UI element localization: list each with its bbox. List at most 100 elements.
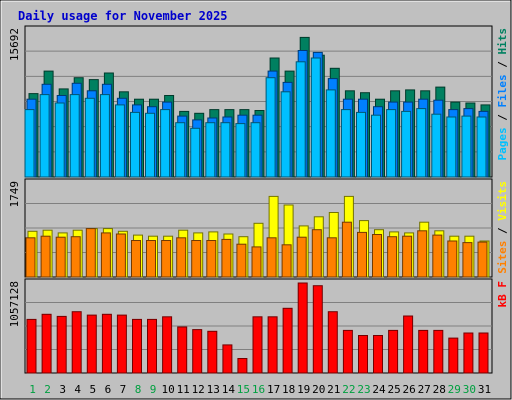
x-tick-label: 4: [74, 383, 81, 396]
bar-kb-f-day-8: [132, 318, 142, 374]
x-tick-label: 19: [297, 383, 310, 396]
x-tick-label: 13: [207, 383, 220, 396]
x-tick-label: 20: [312, 383, 325, 396]
legend-kbytes: kB F: [496, 281, 509, 308]
y-max-label: 1057128: [8, 281, 21, 327]
bar-kb-f-day-30: [463, 332, 474, 374]
x-tick-label: 31: [478, 383, 491, 396]
bar-sites-day-10: [161, 240, 172, 278]
bar-sites-day-5: [85, 228, 96, 278]
bar-pages-day-7: [114, 104, 125, 178]
bar-pages-day-17: [265, 77, 276, 178]
x-tick-label: 29: [448, 383, 461, 396]
bar-pages-day-12: [190, 127, 201, 178]
x-tick-label: 23: [357, 383, 370, 396]
bar-kb-f-day-17: [267, 316, 278, 374]
bar-sites-day-27: [417, 230, 428, 278]
bar-pages-day-27: [416, 108, 427, 178]
bar-sites-day-20: [311, 229, 322, 278]
bar-sites-day-4: [70, 236, 81, 278]
legend-entry: /: [496, 221, 509, 241]
bar-kb-f-day-27: [418, 329, 429, 374]
x-tick-label: 2: [44, 383, 51, 396]
bar-pages-day-14: [220, 122, 231, 178]
bar-kb-f-day-21: [327, 311, 338, 374]
chart-title: Daily usage for November 2025: [18, 9, 228, 23]
bar-kb-f-day-1: [26, 318, 37, 374]
x-tick-label: 30: [463, 383, 476, 396]
bar-pages-day-2: [39, 94, 50, 178]
bar-sites-day-31: [477, 241, 488, 278]
bar-kb-f-day-20: [312, 285, 323, 374]
bar-kb-f-day-9: [147, 318, 157, 374]
bar-kb-f-day-16: [252, 316, 263, 374]
bar-kb-f-day-22: [342, 329, 353, 374]
bar-pages-day-20: [310, 57, 321, 178]
bar-pages-day-30: [461, 115, 472, 178]
bar-pages-day-4: [69, 94, 80, 178]
bar-kb-f-day-13: [207, 330, 218, 374]
panel-kbytes: 1057128 kB F: [8, 278, 509, 374]
bar-kb-f-day-29: [448, 337, 459, 374]
x-tick-label: 8: [135, 383, 142, 396]
bar-kb-f-day-6: [101, 313, 112, 374]
x-tick-label: 27: [418, 383, 431, 396]
bar-sites-day-3: [55, 236, 66, 278]
bar-sites-day-12: [191, 240, 202, 278]
bar-sites-day-19: [296, 236, 307, 278]
bar-pages-day-8: [130, 111, 140, 178]
x-tick-label: 1: [29, 383, 36, 396]
bar-kb-f-day-12: [192, 329, 203, 374]
panel-visits-sites: 1749 Sites / Visits: [8, 178, 509, 278]
y-max-label: 15692: [8, 28, 21, 61]
bar-pages-day-31: [476, 116, 487, 178]
bar-sites-day-9: [146, 240, 156, 278]
bar-sites-day-21: [326, 237, 337, 278]
bar-sites-day-14: [221, 238, 232, 278]
bar-pages-day-22: [340, 109, 351, 178]
bar-pages-day-24: [371, 114, 381, 178]
x-tick-label: 15: [237, 383, 250, 396]
x-tick-label: 22: [342, 383, 355, 396]
bar-kb-f-day-7: [116, 314, 127, 374]
bar-pages-day-25: [386, 109, 397, 178]
bar-sites-day-30: [462, 242, 473, 278]
y-max-label: 1749: [8, 181, 21, 208]
series-kb-f: [26, 282, 489, 374]
x-tick-label: 3: [59, 383, 66, 396]
bar-pages-day-16: [250, 122, 261, 178]
x-tick-label: 26: [402, 383, 415, 396]
bar-pages-day-19: [295, 61, 306, 178]
x-tick-label: 7: [120, 383, 127, 396]
bar-sites-day-25: [387, 236, 398, 278]
x-tick-label: 25: [387, 383, 400, 396]
bar-sites-day-7: [115, 233, 126, 278]
x-tick-label: 14: [222, 383, 236, 396]
bar-kb-f-day-18: [282, 307, 293, 374]
bar-sites-day-28: [432, 234, 443, 278]
bar-sites-day-8: [131, 240, 141, 278]
bar-kb-f-day-5: [86, 314, 97, 374]
x-axis-tick-labels: 1 2 3 4 5 6 7 8 9 10 11 12 13 14 15 16 17 18 19 20 21 22 23 24 2…: [29, 383, 491, 396]
x-tick-label: 24: [372, 383, 386, 396]
bar-sites-day-15: [236, 243, 247, 278]
bar-pages-day-13: [205, 122, 216, 178]
legend-entry: /: [496, 108, 509, 128]
bar-pages-day-9: [145, 112, 155, 178]
legend-entry: Sites: [496, 241, 509, 274]
bar-pages-day-10: [160, 109, 171, 178]
x-tick-label: 17: [267, 383, 280, 396]
bar-sites-day-29: [447, 240, 458, 278]
bar-pages-day-23: [356, 111, 366, 178]
bar-pages-day-21: [325, 89, 336, 178]
x-tick-label: 11: [177, 383, 190, 396]
series-pages: [24, 57, 487, 178]
legend-entry: Pages: [496, 127, 509, 160]
legend-entry: /: [496, 55, 509, 75]
bar-pages-day-11: [175, 122, 186, 178]
bar-pages-day-18: [280, 91, 291, 178]
bar-pages-day-3: [54, 102, 65, 178]
panel-hits-files-pages: 15692 Pages / Files / Hits: [8, 25, 509, 178]
x-tick-label: 18: [282, 383, 295, 396]
